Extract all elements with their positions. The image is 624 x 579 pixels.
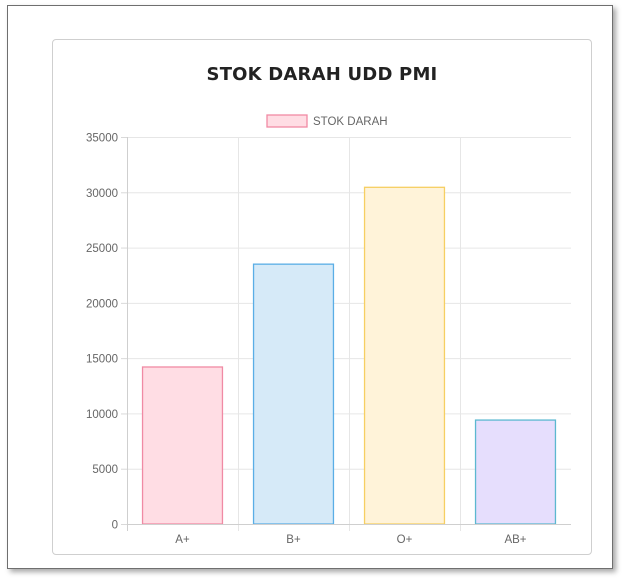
y-tick-label: 30000 xyxy=(86,188,118,200)
x-tick-label: A+ xyxy=(175,534,190,546)
legend-swatch xyxy=(266,114,308,128)
chart-card: STOK DARAH UDD PMI STOK DARAH 0 5000 10000… xyxy=(52,39,592,555)
y-tick-label: 0 xyxy=(112,520,118,532)
bar-chart: STOK DARAH 0 5000 10000 15000 20000 25000 3000… xyxy=(86,114,571,546)
y-tick-label: 5000 xyxy=(92,464,118,476)
card-title: STOK DARAH UDD PMI xyxy=(206,64,438,85)
grid-lines xyxy=(127,137,571,531)
window-frame: STOK DARAH UDD PMI STOK DARAH 0 5000 10000… xyxy=(7,5,613,569)
x-tick-label: AB+ xyxy=(504,534,526,546)
x-tick-label: B+ xyxy=(286,534,301,546)
x-tick-label: O+ xyxy=(397,534,413,546)
y-tick-label: 10000 xyxy=(86,409,118,421)
legend-label: STOK DARAH xyxy=(313,116,388,128)
bar-ab-positive xyxy=(474,419,557,525)
y-tick-label: 35000 xyxy=(86,133,118,145)
legend[interactable]: STOK DARAH xyxy=(266,114,388,128)
bar-o-positive xyxy=(363,186,446,525)
y-tick-label: 15000 xyxy=(86,354,118,366)
bar-a-positive xyxy=(141,366,224,525)
y-tick-label: 20000 xyxy=(86,298,118,310)
axes: 0 5000 10000 15000 20000 25000 30000 35000 A+ B+ O… xyxy=(86,133,571,546)
y-tick-label: 25000 xyxy=(86,243,118,255)
bars xyxy=(141,186,557,525)
bar-b-positive xyxy=(252,263,335,525)
